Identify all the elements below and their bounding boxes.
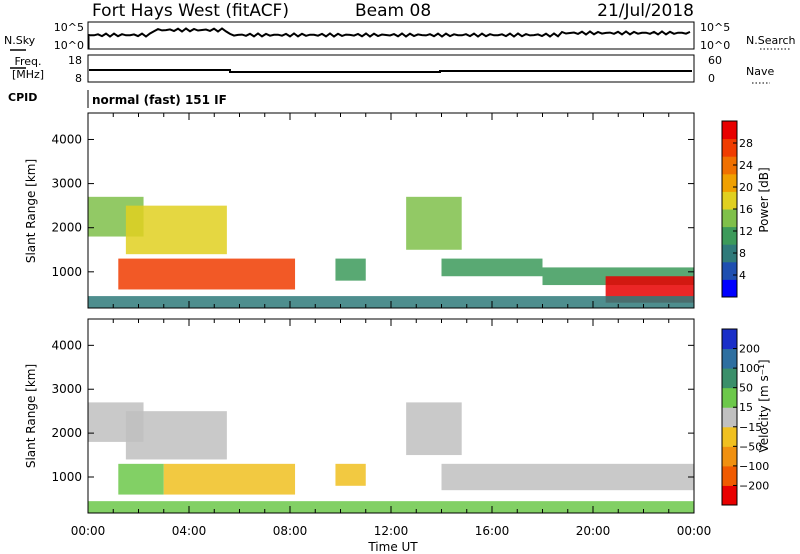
power-ylabel: Slant Range [km] <box>24 159 38 263</box>
power-colorbar-segment-3 <box>722 226 737 245</box>
time-tick-label-4: 16:00 <box>475 524 510 538</box>
vel-colorbar-segment-3 <box>722 426 737 447</box>
vel-region-5 <box>406 402 462 456</box>
power-colorbar-ticks: 4 8 12 16 20 24 28 <box>733 137 753 282</box>
velocity-ylabel: Slant Range [km] <box>24 364 38 468</box>
nsky-label: N.Sky <box>4 34 36 47</box>
velocity-colorbar-ticks: 200 100 50 15 −15 −50 −100 −200 <box>733 343 769 492</box>
power-colorbar-segment-6 <box>722 173 737 192</box>
time-tick-label-6: 00:00 <box>677 524 712 538</box>
vel-colorbar-tick-7: −200 <box>739 479 769 492</box>
power-colorbar-segment-5 <box>722 191 737 210</box>
time-axis-labels: 00:00 04:00 08:00 12:00 16:00 20:00 00:00 <box>71 524 712 538</box>
nave-label: Nave <box>746 65 774 78</box>
vel-colorbar-frame <box>721 328 738 506</box>
power-ytick-label-2: 3000 <box>51 177 82 191</box>
vel-region-3 <box>163 463 296 495</box>
nsky-trace <box>89 27 691 38</box>
vel-colorbar-tick-5: −50 <box>739 440 762 453</box>
beam-label: Beam 08 <box>355 1 431 21</box>
vel-colorbar-tick-0: 200 <box>739 343 760 356</box>
vel-colorbar-segment-8 <box>722 329 737 350</box>
freq-unit-label: [MHz] <box>12 68 44 81</box>
power-ytick-label-0: 1000 <box>51 265 82 279</box>
date-label: 21/Jul/2018 <box>597 1 694 21</box>
vel-region-4 <box>335 463 366 486</box>
vel-ytick-label-0: 1000 <box>51 470 82 484</box>
power-colorbar-segment-1 <box>722 261 737 280</box>
time-tick-label-5: 20:00 <box>576 524 611 538</box>
nsky-panel-frame <box>87 21 695 50</box>
power-colorbar-segment-0 <box>722 279 737 298</box>
power-ytick-label-3: 4000 <box>51 132 82 146</box>
nsearch-tick-lo: 10^0 <box>700 39 730 52</box>
nsearch-label: N.Search <box>746 34 796 47</box>
power-heatmap <box>88 196 694 308</box>
power-colorbar-segment-2 <box>722 244 737 263</box>
power-colorbar-tick-3: 16 <box>739 203 753 216</box>
time-tick-label-1: 04:00 <box>172 524 207 538</box>
power-colorbar-label: Power [dB] <box>757 167 771 232</box>
vel-colorbar-tick-1: 100 <box>739 362 760 375</box>
power-colorbar-tick-5: 24 <box>739 159 753 172</box>
freq-panel-frame <box>87 54 695 83</box>
velocity-heatmap <box>88 402 694 513</box>
power-region-4 <box>406 196 462 250</box>
freq-tick-lo: 8 <box>75 72 82 85</box>
vel-ytick-label-2: 3000 <box>51 382 82 396</box>
vel-colorbar-segment-4 <box>722 407 737 428</box>
vel-colorbar-tick-6: −100 <box>739 460 769 473</box>
velocity-colorbar-label: Velocity [m s⁻¹] <box>757 359 771 452</box>
power-region-5 <box>441 258 543 277</box>
vel-colorbar-segment-5 <box>722 387 737 408</box>
time-tick-label-0: 00:00 <box>71 524 106 538</box>
vel-ytick-label-3: 4000 <box>51 338 82 352</box>
power-x-ticks <box>87 113 695 308</box>
time-axis-title: Time UT <box>367 540 418 554</box>
velocity-y-ticks: 1000 2000 3000 4000 <box>51 338 694 484</box>
power-ytick-label-1: 2000 <box>51 221 82 235</box>
vel-region-6 <box>441 463 694 491</box>
nave-tick-hi: 60 <box>708 54 722 67</box>
cpid-label: CPID <box>8 91 37 104</box>
vel-colorbar-segment-7 <box>722 348 737 369</box>
power-colorbar-segment-4 <box>722 209 737 228</box>
vel-colorbar-segment-2 <box>722 446 737 467</box>
vel-colorbar-segment-0 <box>722 485 737 506</box>
vel-region-2 <box>118 463 164 495</box>
vel-ytick-label-1: 2000 <box>51 426 82 440</box>
power-colorbar-tick-2: 12 <box>739 225 753 238</box>
freq-label: Freq. <box>14 55 41 68</box>
power-y-ticks: 1000 2000 3000 4000 <box>51 132 694 279</box>
power-region-1 <box>125 205 227 255</box>
vel-colorbar-tick-3: 15 <box>739 401 753 414</box>
vel-region-1 <box>125 411 227 460</box>
power-colorbar-tick-0: 4 <box>739 269 746 282</box>
power-colorbar-segment-9 <box>722 121 737 140</box>
velocity-x-ticks <box>87 319 695 513</box>
cpid-value: normal (fast) 151 IF <box>92 93 227 107</box>
nsearch-tick-hi: 10^5 <box>700 21 730 34</box>
power-region-3 <box>335 258 366 281</box>
power-colorbar-tick-6: 28 <box>739 137 753 150</box>
vel-colorbar-tick-2: 50 <box>739 382 753 395</box>
freq-trace <box>89 69 692 73</box>
time-tick-label-2: 08:00 <box>273 524 308 538</box>
station-title: Fort Hays West (fitACF) <box>92 1 289 21</box>
vel-colorbar-tick-4: −15 <box>739 421 762 434</box>
nsky-tick-hi: 10^5 <box>54 21 84 34</box>
velocity-colorbar <box>721 328 738 506</box>
freq-tick-hi: 18 <box>68 54 82 67</box>
nave-tick-lo: 0 <box>708 72 715 85</box>
power-colorbar-tick-1: 8 <box>739 247 746 260</box>
power-colorbar-segment-8 <box>722 138 737 157</box>
vel-colorbar-segment-1 <box>722 465 737 486</box>
power-region-2 <box>118 258 296 290</box>
nsky-tick-lo: 10^0 <box>54 39 84 52</box>
power-colorbar-tick-4: 20 <box>739 181 753 194</box>
power-colorbar-segment-7 <box>722 156 737 175</box>
time-tick-label-3: 12:00 <box>374 524 409 538</box>
vel-colorbar-segment-6 <box>722 368 737 389</box>
